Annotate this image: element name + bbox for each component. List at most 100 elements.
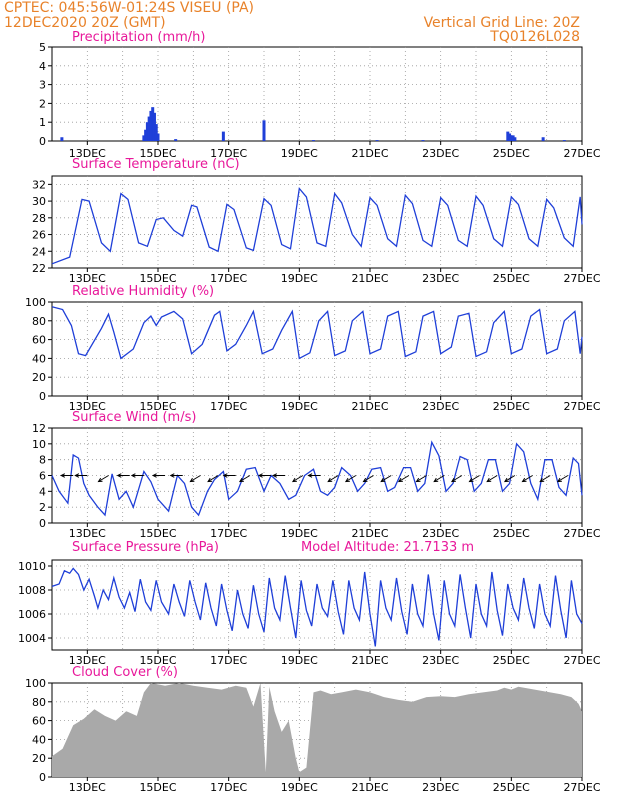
panel-5-title: Surface Pressure (hPa) [72,540,219,555]
panel-1-xtick-label: 15DEC [139,147,176,160]
panel-4-wind-arrowhead [450,477,456,483]
panel-6-cloud-area [52,683,582,777]
panel-4-xtick-label: 13DEC [69,527,106,540]
panel-4-xtick-label: 17DEC [210,527,247,540]
panel-6-xtick-label: 23DEC [422,781,459,794]
panel-4-xtick-label: 21DEC [351,527,388,540]
panel-5-xtick-label: 21DEC [351,654,388,667]
panel-4-xtick-label: 23DEC [422,527,459,540]
panel-6-xtick-label: 17DEC [210,781,247,794]
panel-6-ytick-label: 60 [32,715,46,728]
panel-4-wind-vector [522,475,533,482]
panel-2-ytick-label: 28 [32,212,46,225]
panel-4-wind-arrowhead [130,473,136,478]
panel-2-xtick-label: 13DEC [69,272,106,285]
panel-4-wind-arrowhead [433,477,439,483]
panel-4-ytick-label: 8 [39,454,46,467]
panel-1-ytick-label: 2 [39,97,46,110]
panel-4-wind-vector [98,475,109,482]
panel-6-ytick-label: 20 [32,752,46,765]
panel-4-wind-arrowhead [503,477,509,483]
panel-4-wind-vector [433,475,445,482]
panel-6-xtick-label: 15DEC [139,781,176,794]
panel-4-ytick-label: 12 [32,422,46,435]
panel-1-bar [541,137,545,141]
panel-3-ytick-label: 20 [32,371,46,384]
panel-4-wind-arrowhead [397,477,403,483]
panel-1-bar [142,135,146,141]
panel-4-series-line [51,440,583,517]
panel-1-xtick-label: 27DEC [563,147,600,160]
panel-4-wind-arrowhead [207,477,213,483]
station-label: CPTEC: 045:56W-01:24S VISEU (PA) [4,0,255,16]
panel-4-wind-vector [469,475,480,482]
panel-1-xtick-label: 13DEC [69,147,106,160]
panel-6-ytick-label: 100 [25,677,46,690]
panel-1-bar [506,131,510,141]
panel-2-xtick-label: 19DEC [281,272,318,285]
panel-6-xtick-label: 27DEC [563,781,600,794]
panel-4-wind-arrowhead [362,477,368,483]
panel-1-xtick-label: 17DEC [210,147,247,160]
panel-1-bar [511,135,515,141]
panel-3-series-line [51,306,583,360]
panel-4-wind-arrowhead [152,473,157,478]
panel-4-wind-arrowhead [521,477,527,483]
panel-1-bar [375,140,379,141]
panel-1-xtick-label: 25DEC [493,147,530,160]
panel-2-title: Surface Temperature (nC) [72,157,240,172]
panel-6-title: Cloud Cover (%) [72,665,178,680]
panel-2-xtick-label: 15DEC [139,272,176,285]
panel-1-xtick-label: 23DEC [422,147,459,160]
panel-4-xtick-label: 19DEC [281,527,318,540]
panel-6-ytick-label: 80 [32,696,46,709]
panel-5-series-line [51,567,583,647]
panel-3-frame [51,301,583,397]
panel-4-xtick-label: 25DEC [493,527,530,540]
panel-4-wind-arrowhead [272,473,278,478]
panel-4-wind-arrowhead [307,473,313,478]
panel-1-bar [60,137,64,141]
panel-4-wind-arrowhead [291,477,297,483]
panel-4-wind-arrowhead [344,477,350,483]
panel-4-wind-arrowhead [539,477,545,483]
panel-4-wind-vector [345,475,357,482]
vertical-grid-note: Vertical Grid Line: 20Z [423,15,580,31]
panel-4-wind-vector [363,475,374,482]
panel-3-ytick-label: 0 [39,390,46,403]
panel-6-xtick-label: 13DEC [69,781,106,794]
panel-1-bar [145,122,149,141]
panel-2-xtick-label: 25DEC [493,272,530,285]
panel-4-wind-arrowhead [74,473,80,478]
panel-2-ytick-label: 30 [32,195,46,208]
panel-3-xtick-label: 27DEC [563,400,600,413]
panel-5-ytick-label: 1006 [18,608,46,621]
panel-2-xtick-label: 23DEC [422,272,459,285]
panel-1-ytick-label: 0 [39,135,46,148]
panel-4-xtick-label: 15DEC [139,527,176,540]
panel-1-ytick-label: 1 [39,116,46,129]
panel-1-title: Precipitation (mm/h) [72,30,205,45]
panel-3-ytick-label: 80 [32,315,46,328]
panel-4-wind-vector [327,475,339,482]
panel-4-wind-arrowhead [97,477,103,483]
panel-5-xtick-label: 25DEC [493,654,530,667]
panel-4-wind-vector [486,475,498,482]
panel-1-frame [51,46,583,142]
panel-4-ytick-label: 0 [39,517,46,530]
panel-3-ytick-label: 60 [32,334,46,347]
panel-4-wind-vector [451,475,463,482]
panel-3-xtick-label: 25DEC [493,400,530,413]
panel-4-wind-arrowhead [60,473,66,478]
panel-1-bar [156,133,160,141]
panel-1-xtick-label: 19DEC [281,147,318,160]
panel-4-wind-arrowhead [486,477,492,483]
panel-1-bar [152,112,156,141]
panel-6-xtick-label: 25DEC [493,781,530,794]
panel-6-ytick-label: 0 [39,771,46,784]
panel-4-wind-arrowhead [189,477,195,483]
panel-1-ytick-label: 4 [39,60,46,73]
panel-2-ytick-label: 24 [32,245,46,258]
panel-3-xtick-label: 15DEC [139,400,176,413]
